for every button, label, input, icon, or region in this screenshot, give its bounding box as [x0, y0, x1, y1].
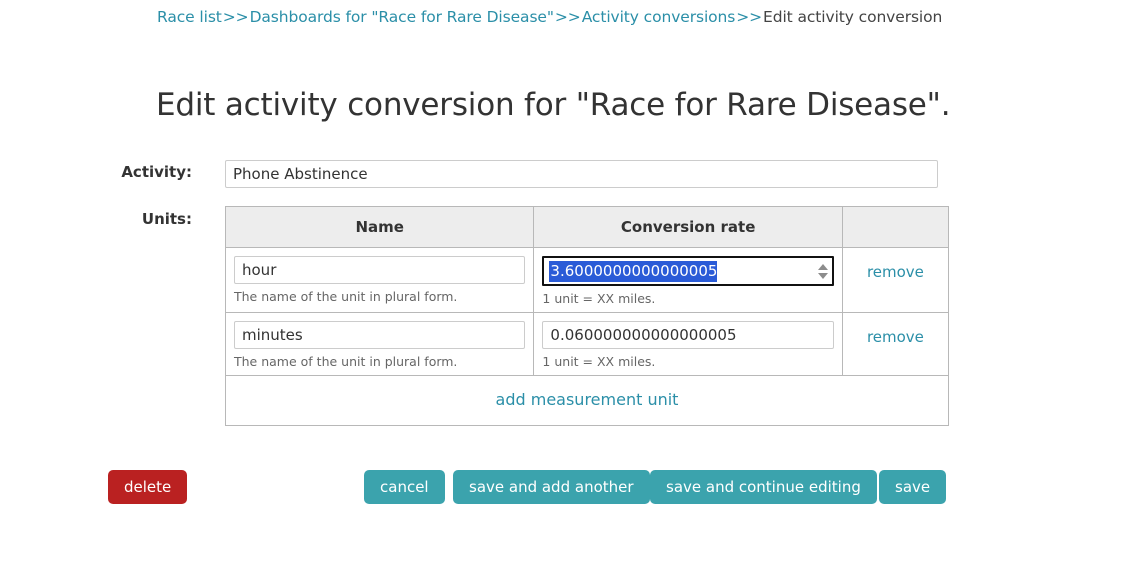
remove-unit-link[interactable]: remove	[866, 263, 924, 281]
unit-name-cell: The name of the unit in plural form.	[225, 312, 535, 376]
edit-activity-conversion-form: Activity: Units: Name Conversion rate Th…	[0, 160, 1134, 426]
save-and-continue-editing-button[interactable]: save and continue editing	[650, 470, 877, 504]
conversion-rate-cell: 3.6000000000000005 1 unit = XX miles.	[533, 247, 843, 313]
number-spinner[interactable]	[816, 259, 830, 283]
column-header-name: Name	[225, 206, 535, 248]
remove-cell: remove	[842, 247, 949, 313]
conversion-rate-input[interactable]	[542, 321, 834, 349]
remove-cell: remove	[842, 312, 949, 376]
column-header-conversion-rate: Conversion rate	[533, 206, 843, 248]
unit-name-help-text: The name of the unit in plural form.	[234, 289, 458, 304]
delete-button[interactable]: delete	[108, 470, 188, 504]
activity-input[interactable]	[225, 160, 938, 188]
form-actions: delete cancel save and add another save …	[0, 470, 1134, 506]
table-row: The name of the unit in plural form. 3.6…	[225, 247, 949, 313]
save-button[interactable]: save	[879, 470, 947, 504]
spinner-up-arrow-icon[interactable]	[817, 263, 828, 270]
conversion-rate-input[interactable]: 3.6000000000000005	[542, 256, 834, 286]
breadcrumb-item-dashboards[interactable]: Dashboards for "Race for Rare Disease"	[249, 8, 554, 26]
breadcrumb-separator: >>	[222, 8, 249, 26]
breadcrumb-item-current: Edit activity conversion	[763, 8, 943, 26]
breadcrumb-item-activity-conversions[interactable]: Activity conversions	[581, 8, 736, 26]
add-measurement-unit-link[interactable]: add measurement unit	[495, 390, 679, 409]
unit-name-input[interactable]	[234, 321, 526, 349]
conversion-rate-value: 3.6000000000000005	[549, 260, 718, 282]
add-unit-cell: add measurement unit	[225, 375, 949, 426]
breadcrumb-separator: >>	[736, 8, 763, 26]
units-table: Name Conversion rate The name of the uni…	[225, 206, 949, 426]
conversion-rate-help-text: 1 unit = XX miles.	[542, 354, 656, 369]
breadcrumb: Race list>>Dashboards for "Race for Rare…	[157, 7, 942, 27]
unit-name-help-text: The name of the unit in plural form.	[234, 354, 458, 369]
units-label: Units:	[141, 210, 192, 228]
breadcrumb-separator: >>	[554, 8, 581, 26]
conversion-rate-help-text: 1 unit = XX miles.	[542, 291, 656, 306]
activity-field-row: Activity:	[0, 160, 1134, 192]
add-unit-row: add measurement unit	[225, 375, 949, 426]
column-header-actions	[842, 206, 949, 248]
breadcrumb-item-race-list[interactable]: Race list	[157, 8, 222, 26]
page-title: Edit activity conversion for "Race for R…	[156, 86, 951, 123]
spinner-down-arrow-icon[interactable]	[817, 272, 828, 279]
conversion-rate-cell: 1 unit = XX miles.	[533, 312, 843, 376]
units-table-header-row: Name Conversion rate	[225, 206, 949, 248]
activity-label: Activity:	[121, 163, 192, 181]
table-row: The name of the unit in plural form. 1 u…	[225, 312, 949, 376]
cancel-button[interactable]: cancel	[364, 470, 445, 504]
unit-name-cell: The name of the unit in plural form.	[225, 247, 535, 313]
save-and-add-another-button[interactable]: save and add another	[453, 470, 650, 504]
remove-unit-link[interactable]: remove	[866, 328, 924, 346]
unit-name-input[interactable]	[234, 256, 526, 284]
